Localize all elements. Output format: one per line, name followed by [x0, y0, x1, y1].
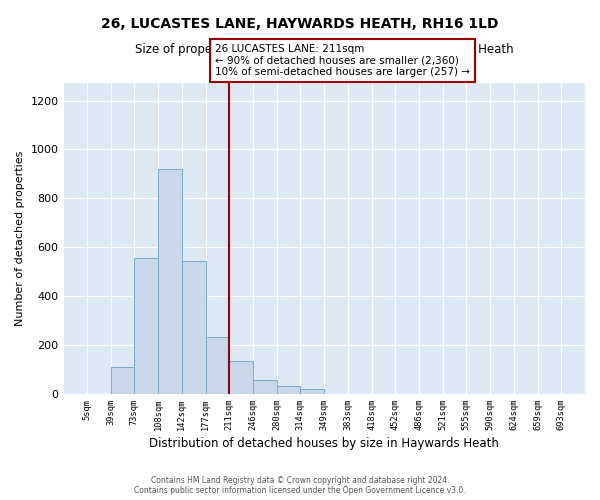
Bar [277, 386, 300, 394]
Bar [229, 360, 253, 394]
X-axis label: Distribution of detached houses by size in Haywards Heath: Distribution of detached houses by size … [149, 437, 499, 450]
Bar [110, 367, 134, 394]
Y-axis label: Number of detached properties: Number of detached properties [15, 151, 25, 326]
Bar [253, 380, 277, 394]
Text: Contains HM Land Registry data © Crown copyright and database right 2024.
Contai: Contains HM Land Registry data © Crown c… [134, 476, 466, 495]
Bar [158, 169, 182, 394]
Text: 26 LUCASTES LANE: 211sqm
← 90% of detached houses are smaller (2,360)
10% of sem: 26 LUCASTES LANE: 211sqm ← 90% of detach… [215, 44, 470, 77]
Bar [300, 390, 324, 394]
Title: Size of property relative to detached houses in Haywards Heath: Size of property relative to detached ho… [135, 43, 514, 56]
Bar [182, 260, 206, 394]
Text: 26, LUCASTES LANE, HAYWARDS HEATH, RH16 1LD: 26, LUCASTES LANE, HAYWARDS HEATH, RH16 … [101, 18, 499, 32]
Bar [206, 338, 229, 394]
Bar [134, 258, 158, 394]
